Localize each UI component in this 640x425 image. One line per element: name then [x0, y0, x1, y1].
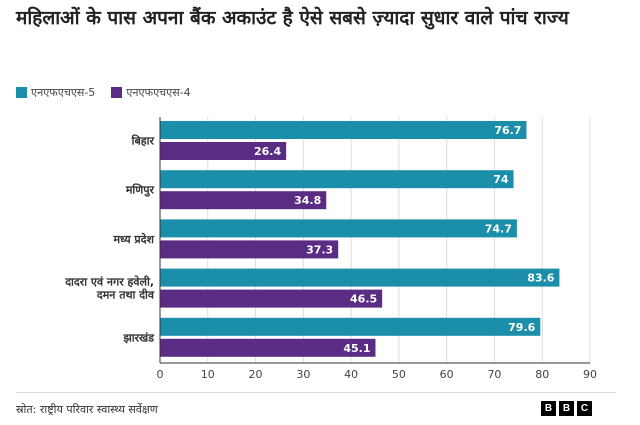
bar-nfhs5	[160, 170, 514, 189]
x-tick-label: 30	[296, 368, 310, 381]
source-note: स्रोत: राष्ट्रीय परिवार स्वास्थ्य सर्वेक…	[16, 403, 158, 416]
category-label: मध्य प्रदेश	[112, 232, 154, 246]
bbc-logo-letter: C	[577, 401, 592, 416]
bar-value-label: 76.7	[494, 124, 521, 137]
legend-swatch-nfhs5	[16, 87, 27, 98]
bbc-logo: B B C	[541, 401, 592, 416]
bar-nfhs4	[160, 240, 339, 259]
category-label: दमन तथा दीव	[96, 288, 155, 302]
bar-value-label: 37.3	[306, 243, 333, 256]
footer-divider	[16, 392, 616, 393]
legend: एनएफएचएस-5 एनएफएचएस-4	[16, 85, 191, 100]
x-tick-label: 20	[249, 368, 263, 381]
bar-nfhs4	[160, 191, 327, 210]
bbc-logo-letter: B	[541, 401, 556, 416]
legend-swatch-nfhs4	[111, 87, 123, 98]
bar-nfhs5	[160, 317, 541, 336]
legend-item-nfhs5: एनएफएचएस-5	[16, 85, 95, 100]
x-tick-label: 70	[487, 368, 501, 381]
bar-value-label: 46.5	[350, 293, 377, 306]
bar-value-label: 74.7	[485, 222, 512, 235]
x-tick-label: 40	[344, 368, 358, 381]
bar-nfhs5	[160, 219, 517, 238]
chart-title: महिलाओं के पास अपना बैंक अकाउंट है ऐसे स…	[16, 7, 569, 29]
bar-value-label: 45.1	[343, 342, 370, 355]
x-tick-label: 50	[392, 368, 406, 381]
bar-value-label: 34.8	[294, 194, 321, 207]
legend-label-nfhs5: एनएफएचएस-5	[31, 86, 96, 99]
legend-item-nfhs4: एनएफएचएस-4	[111, 85, 191, 100]
bar-nfhs5	[160, 268, 560, 287]
bbc-logo-letter: B	[559, 401, 574, 416]
x-tick-label: 90	[583, 368, 597, 381]
bar-value-label: 74	[493, 173, 509, 186]
bar-chart: 0 10 20 30 40 50 60 70 80 90 76.7 26.4 बिहार 74 34.8 मण…	[64, 117, 597, 381]
x-tick-label: 80	[535, 368, 549, 381]
x-tick-label: 0	[157, 368, 164, 381]
category-label: दादरा एवं नगर हवेली,	[64, 275, 154, 289]
bar-value-label: 79.6	[508, 321, 535, 334]
x-tick-label: 10	[201, 368, 215, 381]
category-label: झारखंड	[122, 331, 155, 344]
bar-nfhs5	[160, 121, 527, 139]
category-label: बिहार	[131, 134, 155, 148]
x-tick-label: 60	[440, 368, 454, 381]
legend-label-nfhs4: एनएफएचएस-4	[126, 86, 191, 99]
bar-nfhs4	[160, 142, 287, 160]
bar-nfhs4	[160, 289, 383, 308]
category-label: मणिपुर	[125, 183, 155, 198]
bar-nfhs4	[160, 338, 376, 357]
bar-value-label: 83.6	[527, 272, 554, 285]
bar-value-label: 26.4	[254, 145, 281, 158]
